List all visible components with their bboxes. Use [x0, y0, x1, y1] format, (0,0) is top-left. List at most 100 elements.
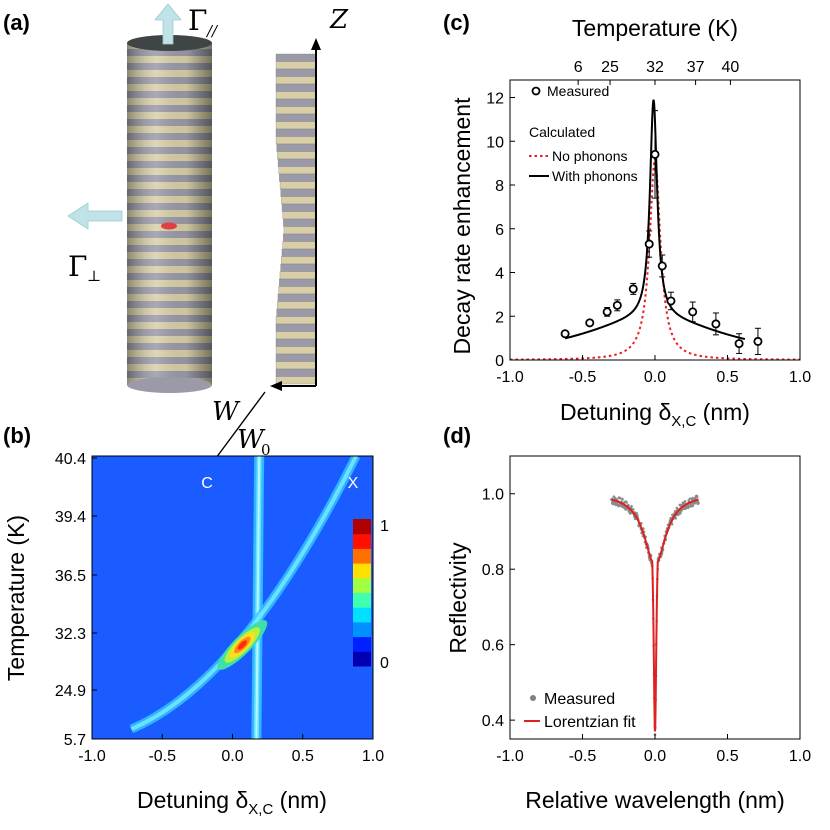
- z-axis-label: Z: [329, 5, 349, 35]
- decay-axes: -1.0 -0.5 0.0 0.5 1.0 0 2 4 6 8 10 12 6 25 32 37 40: [486, 59, 811, 386]
- colorbar-segment: [353, 636, 371, 652]
- w-axis-arrowhead: [270, 381, 282, 391]
- measured-point: [688, 307, 698, 317]
- profile-layer: [280, 263, 317, 272]
- legend-measured-marker: [531, 86, 541, 96]
- micropillar-cylinder: [127, 35, 212, 393]
- measured-point: [560, 329, 570, 339]
- width-profile: [275, 53, 317, 385]
- reflectivity-x-axis-label: Relative wavelength (nm): [525, 787, 785, 813]
- decay-top-tick-label: 40: [722, 59, 740, 76]
- profile-layer: [275, 316, 317, 325]
- decay-top-tick-label: 25: [601, 59, 619, 76]
- w0-subscript: 0: [261, 441, 271, 459]
- reflectivity-y-tick-label: 0.8: [482, 562, 504, 579]
- colorbar: [353, 519, 371, 667]
- measured-point: [644, 239, 654, 249]
- colorbar-min-label: 0: [380, 655, 389, 672]
- heatmap-y-tick-label: 32.3: [55, 626, 86, 643]
- decay-x-tick-label: -0.5: [569, 369, 597, 386]
- cylinder-bottom: [127, 377, 212, 393]
- profile-layer: [279, 173, 317, 182]
- reflectivity-x-tick-label: 0.0: [644, 748, 666, 765]
- legend-calculated-title: Calculated: [529, 124, 595, 140]
- gamma-parallel-arrow: [154, 3, 182, 45]
- profile-layer: [281, 196, 317, 205]
- gamma-parallel-subscript: //: [205, 22, 219, 40]
- panel-d-label: (d): [443, 423, 471, 448]
- measured-reflectivity-point: [621, 497, 624, 501]
- w0-label: W: [237, 425, 266, 455]
- decay-x-tick-label: 0.0: [644, 369, 666, 386]
- profile-layer: [283, 226, 317, 235]
- colorbar-segment: [353, 548, 371, 564]
- measured-reflectivity-point: [691, 496, 694, 500]
- heatmap-y-ticks: 5.7 24.9 32.3 36.5 39.4 40.4: [55, 451, 97, 749]
- profile-layer: [275, 76, 317, 85]
- heatmap-x-tick-label: 1.0: [362, 748, 384, 765]
- decay-y-tick-label: 12: [486, 91, 504, 108]
- profile-layer: [275, 128, 317, 137]
- profile-layer: [275, 323, 317, 332]
- cylinder-shading: [127, 43, 212, 385]
- measured-point: [628, 284, 638, 294]
- heatmap-x-tick-label: 0.0: [221, 748, 243, 765]
- legend-no-phonons-label: No phonons: [552, 148, 628, 164]
- measured-reflectivity-point: [630, 505, 633, 508]
- profile-layer: [275, 346, 317, 355]
- legend-d-measured-label: Measured: [544, 691, 615, 708]
- profile-layer: [279, 278, 317, 287]
- panel-c-label: (c): [443, 10, 470, 35]
- measured-point: [734, 339, 744, 349]
- measured-point: [657, 261, 667, 271]
- reflectivity-x-tick-label: 1.0: [789, 748, 811, 765]
- colorbar-segment: [353, 533, 371, 549]
- measured-point: [585, 318, 595, 328]
- heatmap-y-tick-label: 36.5: [55, 568, 86, 585]
- cavity-mode-line: [255, 456, 261, 739]
- gamma-perp-arrow: [67, 202, 123, 230]
- panel-d: (d) -1.0 -0.5 0.0 0.5 1.0 0.4 0.6 0.8 1.0 Measur…: [443, 423, 811, 813]
- profile-layer: [275, 113, 317, 122]
- decay-measured-points: [560, 110, 763, 356]
- heatmap-y-axis-label: Temperature (K): [3, 515, 29, 681]
- colorbar-segment: [353, 621, 371, 638]
- profile-layer: [275, 338, 317, 347]
- measured-reflectivity-point: [632, 508, 635, 511]
- heatmap-background: [92, 456, 373, 739]
- decay-x-tick-label: 0.5: [716, 369, 738, 386]
- profile-layer: [277, 301, 317, 310]
- legend-measured-label: Measured: [547, 83, 609, 99]
- crossing-hotspot: [237, 640, 247, 650]
- measured-point: [666, 296, 676, 306]
- profile-layer: [275, 98, 317, 107]
- decay-y-axis-label: Decay rate enhancement: [449, 97, 475, 355]
- heatmap-x-axis-label: Detuning δX,C (nm): [137, 787, 327, 818]
- heatmap-y-tick-label: 39.4: [55, 509, 86, 526]
- w-label: W: [212, 397, 241, 427]
- decay-top-tick-label: 6: [574, 59, 583, 76]
- reflectivity-x-tick-label: 0.5: [716, 748, 738, 765]
- reflectivity-y-axis-label: Reflectivity: [445, 542, 471, 654]
- profile-layer: [275, 361, 317, 370]
- profile-layer: [277, 293, 317, 302]
- profile-layer: [283, 233, 317, 242]
- measured-point: [612, 300, 622, 310]
- profile-layer: [283, 218, 317, 227]
- measured-point: [602, 307, 612, 317]
- profile-layer: [280, 188, 317, 197]
- measured-reflectivity-point: [693, 501, 697, 505]
- profile-layer: [275, 83, 317, 92]
- quantum-dot-emitter: [161, 222, 177, 230]
- cavity-mode: [251, 456, 265, 739]
- colorbar-segment: [353, 651, 371, 667]
- measured-reflectivity-point: [618, 496, 622, 500]
- measured-reflectivity-point: [674, 516, 677, 520]
- heatmap-y-tick-label: 24.9: [55, 683, 86, 700]
- profile-layer: [282, 241, 317, 250]
- measured-reflectivity-point: [695, 495, 699, 499]
- profile-layer: [281, 203, 317, 212]
- profile-layer: [275, 91, 317, 100]
- measured-point: [650, 149, 660, 159]
- profile-layer: [275, 53, 317, 62]
